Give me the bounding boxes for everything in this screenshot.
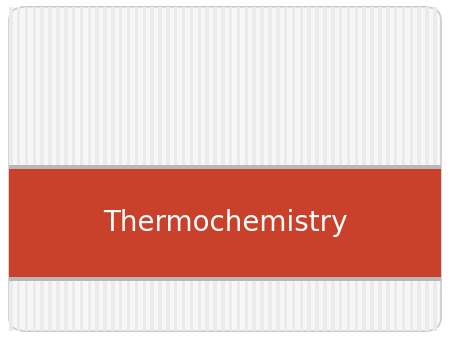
- Bar: [17, 7, 20, 331]
- Text: Thermochemistry: Thermochemistry: [103, 209, 347, 237]
- Bar: [331, 7, 334, 331]
- Bar: [284, 7, 288, 331]
- Bar: [119, 7, 122, 331]
- Bar: [213, 7, 217, 331]
- Bar: [198, 7, 201, 331]
- Bar: [158, 7, 162, 331]
- Bar: [48, 7, 52, 331]
- Bar: [166, 7, 170, 331]
- FancyBboxPatch shape: [9, 7, 441, 331]
- Bar: [221, 7, 225, 331]
- Bar: [386, 7, 390, 331]
- Bar: [261, 7, 264, 331]
- Bar: [394, 7, 397, 331]
- Bar: [276, 7, 279, 331]
- Bar: [402, 7, 405, 331]
- Bar: [143, 7, 146, 331]
- Bar: [205, 7, 209, 331]
- Bar: [347, 7, 350, 331]
- Bar: [103, 7, 107, 331]
- Bar: [292, 7, 295, 331]
- Bar: [9, 277, 441, 281]
- Bar: [370, 7, 374, 331]
- Bar: [229, 7, 233, 331]
- Bar: [418, 7, 421, 331]
- Bar: [300, 7, 303, 331]
- Bar: [268, 7, 272, 331]
- Bar: [355, 7, 358, 331]
- Bar: [72, 7, 75, 331]
- Bar: [174, 7, 177, 331]
- Bar: [378, 7, 382, 331]
- Bar: [9, 169, 441, 277]
- Bar: [64, 7, 68, 331]
- Bar: [315, 7, 319, 331]
- Bar: [95, 7, 99, 331]
- Bar: [80, 7, 83, 331]
- Bar: [88, 7, 91, 331]
- Bar: [56, 7, 60, 331]
- Bar: [32, 7, 36, 331]
- Bar: [339, 7, 342, 331]
- Bar: [127, 7, 130, 331]
- Bar: [433, 7, 436, 331]
- Bar: [40, 7, 44, 331]
- Bar: [182, 7, 185, 331]
- Bar: [252, 7, 256, 331]
- Bar: [150, 7, 154, 331]
- Bar: [9, 165, 441, 169]
- Bar: [237, 7, 240, 331]
- Bar: [25, 7, 28, 331]
- Bar: [425, 7, 429, 331]
- Bar: [189, 7, 193, 331]
- Bar: [323, 7, 327, 331]
- Bar: [362, 7, 366, 331]
- Bar: [410, 7, 413, 331]
- Bar: [307, 7, 311, 331]
- Bar: [135, 7, 138, 331]
- Bar: [245, 7, 248, 331]
- Bar: [9, 7, 13, 331]
- Bar: [111, 7, 115, 331]
